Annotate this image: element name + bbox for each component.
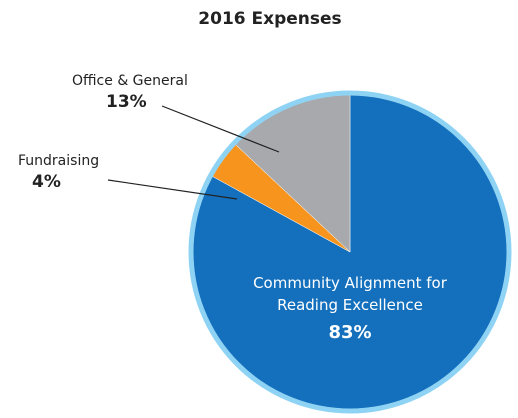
value-label: 83% [328,322,372,343]
category-label: Fundraising [18,153,100,169]
value-label: 4% [32,172,61,192]
leader-line [107,179,238,200]
leader-line [161,105,280,153]
category-label: Office & General [72,73,188,89]
slices [188,90,512,414]
category-label: Community Alignment for Reading Excellen… [253,274,447,314]
chart-title: 2016 Expenses [198,9,342,29]
value-label: 13% [106,92,147,112]
pie-border [188,90,512,414]
